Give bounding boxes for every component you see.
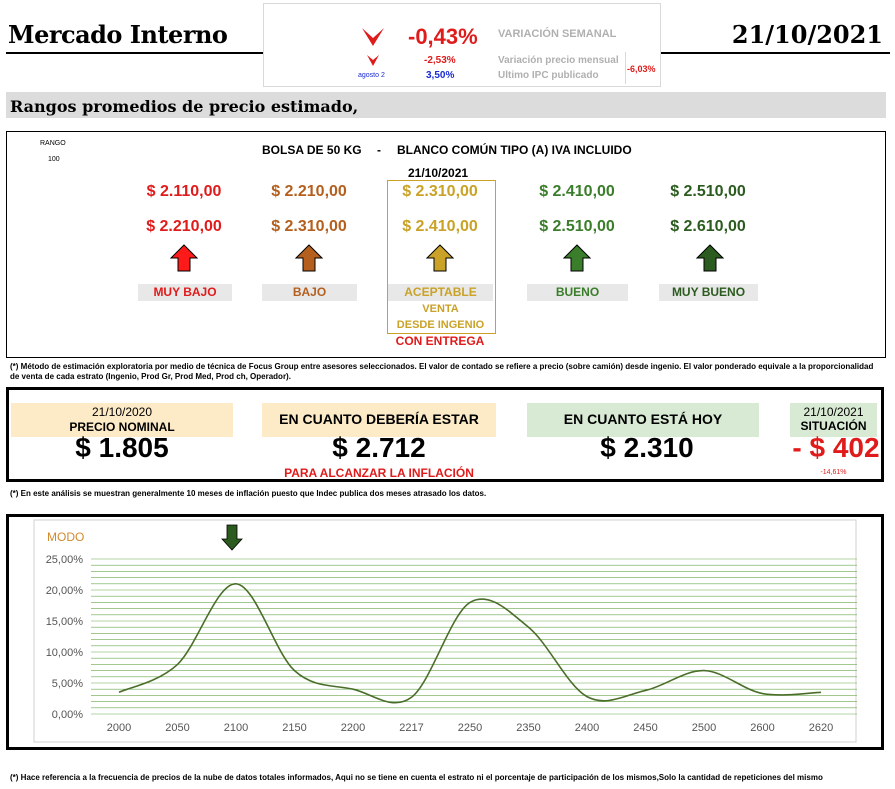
label-muy-bueno: MUY BUENO bbox=[659, 284, 758, 301]
delivery-label: CON ENTREGA bbox=[395, 334, 485, 348]
label-bueno: BUENO bbox=[527, 284, 628, 301]
x-tick-label: 2000 bbox=[107, 722, 131, 734]
price-low-bueno: $ 2.410,00 bbox=[539, 183, 615, 200]
x-tick-label: 2620 bbox=[809, 722, 833, 734]
small-down-arrow-icon bbox=[367, 55, 379, 66]
frequency-chart: MODO 0,00%5,00%10,00%15,00%20,00%25,00% … bbox=[33, 519, 857, 743]
y-tick-label: 25,00% bbox=[46, 554, 84, 566]
weekly-variation-value: -0,43% bbox=[408, 24, 478, 49]
rango-label: RANGO bbox=[40, 140, 66, 147]
price-high-aceptable: $ 2.410,00 bbox=[402, 218, 478, 235]
up-arrow-icon bbox=[295, 244, 323, 272]
monthly-variation-value: -2,53% bbox=[424, 55, 456, 66]
x-axis: 2000 2050 2100 2150 2200 2217 2250 2350 2400 2450… bbox=[107, 722, 833, 734]
chart-grid bbox=[91, 558, 857, 715]
weekly-variation-label: VARIACIÓN SEMANAL bbox=[498, 28, 617, 40]
price-low-bajo: $ 2.210,00 bbox=[271, 183, 347, 200]
nominal-value: $ 1.805 bbox=[75, 432, 169, 463]
today-panel bbox=[527, 403, 759, 437]
column-date: 21/10/2021 bbox=[408, 166, 469, 180]
title-underline bbox=[6, 52, 263, 54]
marker-down-arrow-icon bbox=[221, 524, 243, 551]
rango-value: 100 bbox=[48, 156, 60, 163]
section-bar bbox=[6, 92, 886, 118]
page-title: Mercado Interno bbox=[8, 20, 228, 49]
down-arrow-icon bbox=[362, 28, 384, 46]
y-tick-label: 15,00% bbox=[46, 616, 84, 628]
x-tick-label: 2050 bbox=[165, 722, 189, 734]
sale-line-2: DESDE INGENIO bbox=[396, 319, 485, 331]
ipc-value: 3,50% bbox=[426, 70, 455, 81]
report-date: 21/10/2021 bbox=[731, 20, 883, 49]
situation-date: 21/10/2021 bbox=[803, 405, 864, 419]
price-low-aceptable: $ 2.310,00 bbox=[402, 183, 478, 200]
up-arrow-icon bbox=[563, 244, 591, 272]
label-bajo: BAJO bbox=[262, 284, 357, 301]
should-label: EN CUANTO DEBERÍA ESTAR bbox=[279, 411, 479, 427]
price-high-muy-bajo: $ 2.210,00 bbox=[146, 218, 222, 235]
date-underline bbox=[660, 52, 890, 54]
price-comparison-panel bbox=[6, 387, 884, 482]
situation-label: SITUACIÓN bbox=[800, 419, 867, 433]
x-tick-label: 2217 bbox=[399, 722, 423, 734]
situation-value: - $ 402 bbox=[792, 432, 880, 463]
x-tick-label: 2250 bbox=[458, 722, 482, 734]
y-tick-label: 0,00% bbox=[52, 709, 83, 721]
method-footnote: (*) Método de estimación exploratoria po… bbox=[10, 362, 874, 381]
up-arrow-icon bbox=[170, 244, 198, 272]
x-tick-label: 2200 bbox=[341, 722, 365, 734]
nominal-panel bbox=[11, 403, 233, 437]
y-axis: 0,00% 5,00% 10,00% 15,00% 20,00% 25,00% bbox=[46, 554, 84, 721]
x-tick-label: 2450 bbox=[633, 722, 657, 734]
product-separator: - bbox=[377, 143, 381, 157]
x-tick-label: 2600 bbox=[750, 722, 774, 734]
ipc-diff-cell bbox=[625, 52, 660, 84]
product-type: BLANCO COMÚN TIPO (A) IVA INCLUIDO bbox=[397, 143, 632, 157]
x-tick-label: 2350 bbox=[516, 722, 540, 734]
inflation-footnote: (*) En este análisis se muestran general… bbox=[10, 489, 487, 498]
ipc-diff: -6,03% bbox=[627, 64, 656, 74]
variation-panel bbox=[263, 3, 661, 87]
frequency-chart-panel bbox=[6, 514, 884, 750]
should-note: PARA ALCANZAR LA INFLACIÓN bbox=[284, 466, 474, 480]
ipc-month: agosto 2 bbox=[358, 72, 385, 79]
should-panel bbox=[262, 403, 496, 437]
price-low-muy-bueno: $ 2.510,00 bbox=[670, 183, 746, 200]
sale-line-1: VENTA bbox=[422, 303, 459, 315]
should-value: $ 2.712 bbox=[332, 432, 426, 463]
label-muy-bajo: MUY BAJO bbox=[138, 284, 232, 301]
price-high-bajo: $ 2.310,00 bbox=[271, 218, 347, 235]
price-ranges-panel bbox=[6, 131, 886, 358]
monthly-variation-label: Variación precio mensual bbox=[498, 55, 619, 66]
ipc-label: Ultimo IPC publicado bbox=[498, 70, 599, 81]
nominal-date: 21/10/2020 bbox=[91, 405, 153, 419]
chart-footnote: (*) Hace referencia a la frecuencia de p… bbox=[10, 773, 823, 782]
x-tick-label: 2400 bbox=[575, 722, 599, 734]
chart-frame bbox=[33, 519, 857, 743]
y-tick-label: 10,00% bbox=[46, 647, 84, 659]
frequency-line bbox=[118, 582, 822, 704]
situation-percent: -14,61% bbox=[820, 469, 847, 476]
situation-panel bbox=[790, 403, 877, 437]
y-tick-label: 20,00% bbox=[46, 585, 84, 597]
today-label: EN CUANTO ESTÁ HOY bbox=[563, 411, 723, 427]
section-title: Rangos promedios de precio estimado, bbox=[10, 97, 359, 116]
nominal-label: PRECIO NOMINAL bbox=[69, 420, 175, 434]
up-arrow-icon bbox=[696, 244, 724, 272]
x-tick-label: 2100 bbox=[224, 722, 248, 734]
chart-title: MODO bbox=[47, 530, 84, 544]
label-aceptable: ACEPTABLE bbox=[388, 284, 493, 301]
price-low-muy-bajo: $ 2.110,00 bbox=[146, 183, 222, 200]
up-arrow-icon bbox=[426, 244, 454, 272]
x-tick-label: 2500 bbox=[692, 722, 716, 734]
product-weight: BOLSA DE 50 KG bbox=[262, 143, 362, 157]
acceptable-highlight bbox=[387, 180, 496, 334]
y-tick-label: 5,00% bbox=[52, 678, 83, 690]
today-value: $ 2.310 bbox=[600, 432, 694, 463]
x-tick-label: 2150 bbox=[282, 722, 306, 734]
price-high-bueno: $ 2.510,00 bbox=[539, 218, 615, 235]
price-high-muy-bueno: $ 2.610,00 bbox=[670, 218, 746, 235]
